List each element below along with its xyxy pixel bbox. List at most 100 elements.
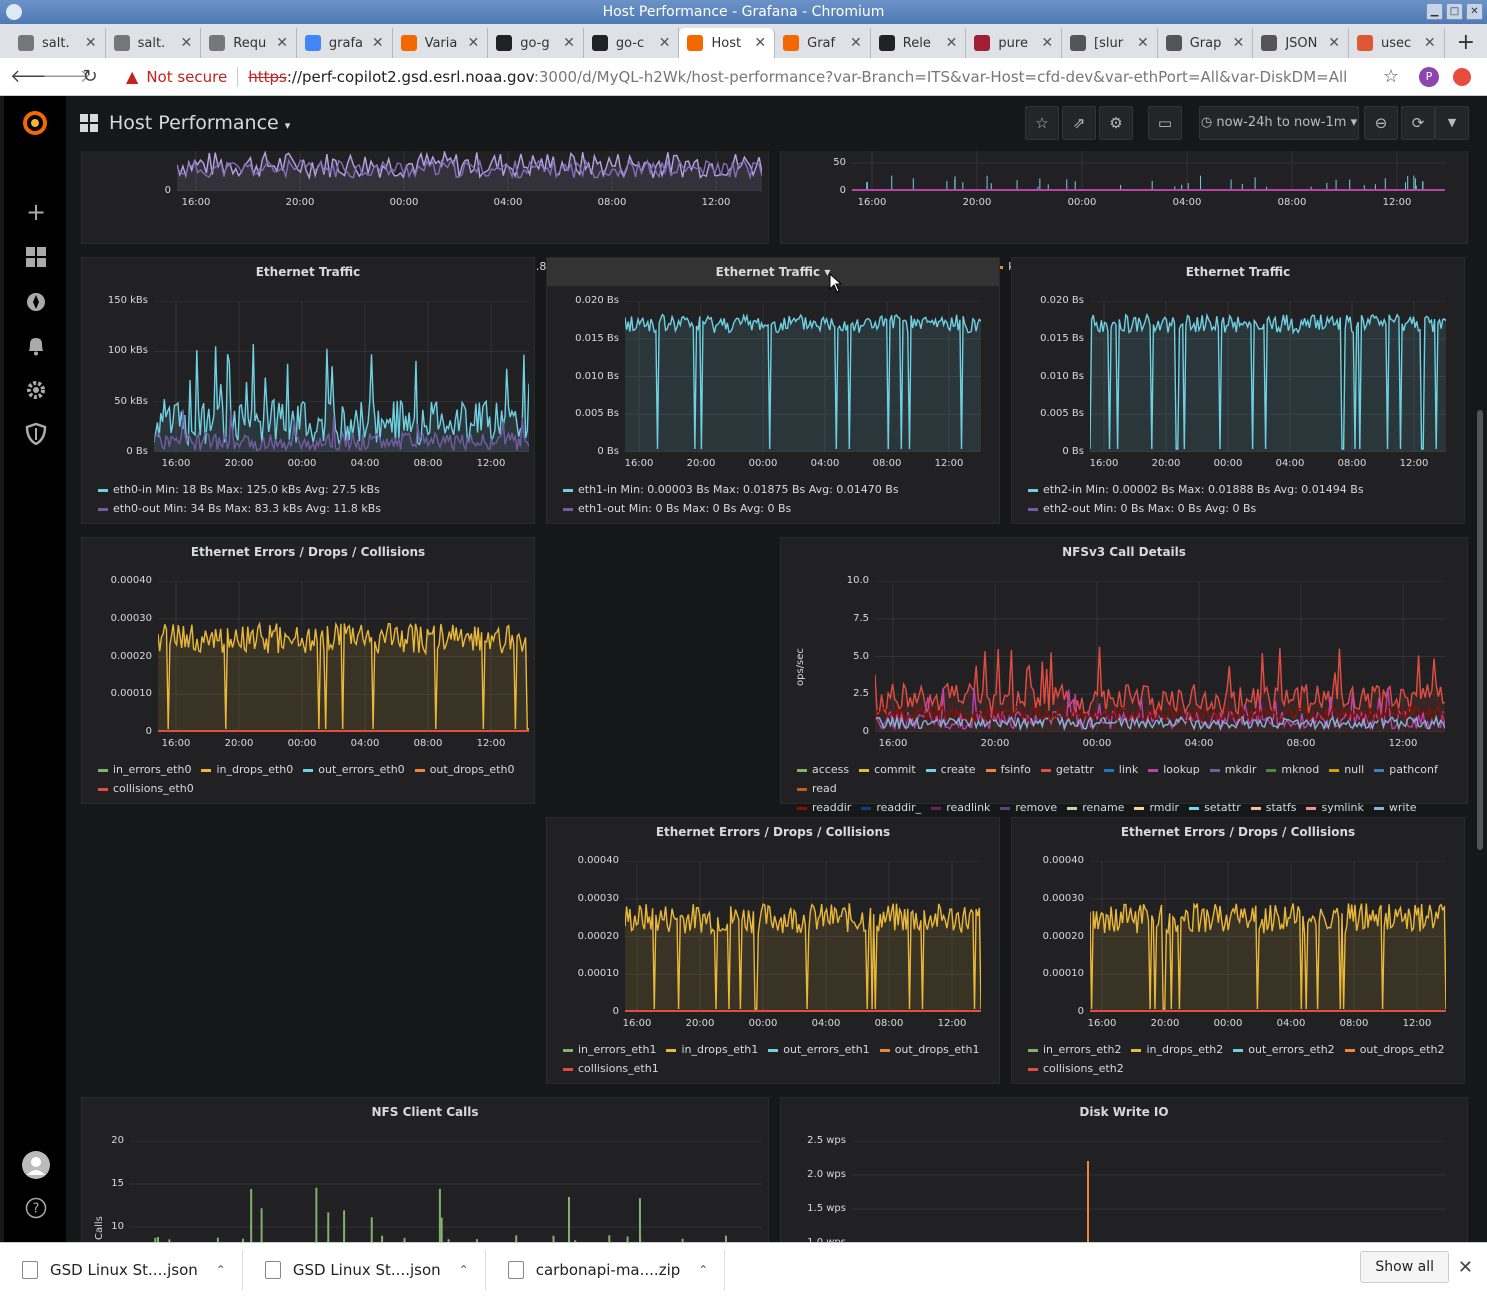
- tab-close-icon[interactable]: ✕: [1041, 35, 1054, 51]
- url-text[interactable]: https://perf-copilot2.gsd.esrl.noaa.gov:…: [248, 68, 1347, 86]
- browser-tab[interactable]: salt. ✕: [10, 28, 106, 58]
- legend-item[interactable]: readdir: [797, 798, 851, 817]
- plot-area[interactable]: [158, 581, 529, 732]
- browser-tab[interactable]: go-c ✕: [584, 28, 680, 58]
- bookmark-star-icon[interactable]: ☆: [1382, 66, 1399, 87]
- legend-item[interactable]: lookup: [1148, 760, 1200, 779]
- alerting-bell-icon[interactable]: [25, 335, 47, 357]
- page-scrollbar[interactable]: [1477, 410, 1483, 850]
- legend-item[interactable]: out_drops_eth0: [414, 760, 514, 779]
- legend-item[interactable]: pathconf: [1374, 760, 1438, 779]
- extension-icon[interactable]: [1453, 67, 1471, 86]
- legend-item[interactable]: eth0-in Min: 18 Bs Max: 125.0 kBs Avg: 2…: [98, 480, 380, 499]
- legend-item[interactable]: remove: [1000, 798, 1057, 817]
- legend-item[interactable]: readdir_: [861, 798, 921, 817]
- graph-panel[interactable]: 50016:0020:0000:0004:0008:0012:00nprocsb…: [780, 136, 1468, 273]
- graph-panel[interactable]: Ethernet Traffic 0.020 Bs 0.015 Bs 0.010 Bs…: [1011, 257, 1465, 524]
- legend-item[interactable]: out_drops_eth1: [879, 1040, 979, 1059]
- tab-close-icon[interactable]: ✕: [945, 35, 958, 51]
- tab-close-icon[interactable]: ✕: [1232, 35, 1245, 51]
- legend-item[interactable]: rename: [1067, 798, 1124, 817]
- download-item[interactable]: carbonapi-ma....zip ⌃: [486, 1249, 726, 1290]
- close-window-button[interactable]: ✕: [1466, 3, 1483, 20]
- legend-item[interactable]: in_drops_eth1: [666, 1040, 758, 1059]
- graph-panel[interactable]: Ethernet Errors / Drops / Collisions 0.00…: [81, 537, 535, 804]
- legend-item[interactable]: read: [797, 779, 837, 798]
- maximize-button[interactable]: □: [1446, 3, 1463, 20]
- graph-panel[interactable]: Ethernet Traffic 150 kBs 100 kBs 50 kBs 0 Bs…: [81, 257, 535, 524]
- legend-item[interactable]: eth2-in Min: 0.00002 Bs Max: 0.01888 Bs …: [1028, 480, 1364, 499]
- legend-item[interactable]: mknod: [1266, 760, 1319, 779]
- legend-item[interactable]: fsinfo: [985, 760, 1031, 779]
- panel-title[interactable]: Ethernet Traffic ▾: [547, 258, 999, 286]
- new-tab-button[interactable]: +: [1456, 30, 1476, 55]
- help-icon[interactable]: ?: [25, 1197, 47, 1219]
- legend-item[interactable]: in_drops_eth2: [1131, 1040, 1223, 1059]
- dashboard-title[interactable]: Host Performance ▾: [109, 112, 290, 134]
- browser-tab[interactable]: salt. ✕: [106, 28, 202, 58]
- download-item[interactable]: GSD Linux St....json ⌃: [243, 1249, 486, 1290]
- grafana-logo-icon[interactable]: [20, 108, 50, 138]
- legend-item[interactable]: rmdir: [1134, 798, 1179, 817]
- browser-tab[interactable]: go-g ✕: [488, 28, 584, 58]
- legend-item[interactable]: collisions_eth1: [563, 1059, 659, 1078]
- download-item[interactable]: GSD Linux St....json ⌃: [0, 1249, 243, 1290]
- refresh-button[interactable]: ⟳: [1401, 106, 1435, 140]
- zoom-out-button[interactable]: ⊖: [1364, 106, 1398, 140]
- browser-tab[interactable]: JSON ✕: [1253, 28, 1349, 58]
- legend-item[interactable]: getattr: [1040, 760, 1094, 779]
- legend-item[interactable]: collisions_eth2: [1028, 1059, 1124, 1078]
- legend-item[interactable]: out_errors_eth1: [768, 1040, 870, 1059]
- dashboards-icon[interactable]: [25, 246, 47, 268]
- share-dashboard-button[interactable]: ⇗: [1062, 106, 1096, 140]
- legend-item[interactable]: collisions_eth0: [98, 779, 194, 798]
- plot-area[interactable]: [852, 1141, 1445, 1242]
- tab-close-icon[interactable]: ✕: [371, 35, 384, 51]
- tab-close-icon[interactable]: ✕: [180, 35, 193, 51]
- panel-title[interactable]: Ethernet Traffic: [1012, 265, 1464, 279]
- browser-tab[interactable]: grafa ✕: [297, 28, 393, 58]
- tab-close-icon[interactable]: ✕: [1423, 35, 1436, 51]
- show-all-downloads-button[interactable]: Show all: [1360, 1251, 1449, 1283]
- tab-close-icon[interactable]: ✕: [1328, 35, 1340, 51]
- plot-area[interactable]: [625, 301, 981, 452]
- panel-title[interactable]: Ethernet Errors / Drops / Collisions: [547, 825, 999, 839]
- panel-title[interactable]: Disk Write IO: [781, 1105, 1467, 1119]
- plot-area[interactable]: [154, 301, 529, 452]
- chevron-up-icon[interactable]: ⌃: [215, 1262, 226, 1277]
- legend-item[interactable]: out_errors_eth0: [303, 760, 405, 779]
- browser-tab[interactable]: Grap ✕: [1158, 28, 1254, 58]
- not-secure-label[interactable]: Not secure: [146, 67, 228, 86]
- browser-tab[interactable]: Graf ✕: [775, 28, 871, 58]
- legend-item[interactable]: in_errors_eth0: [98, 760, 191, 779]
- plot-area[interactable]: [852, 147, 1445, 191]
- panel-title[interactable]: Ethernet Errors / Drops / Collisions: [1012, 825, 1464, 839]
- dashboard-grid-icon[interactable]: [80, 114, 98, 132]
- panel-menu-caret-icon[interactable]: ▾: [820, 265, 831, 279]
- tab-close-icon[interactable]: ✕: [754, 35, 767, 51]
- tab-close-icon[interactable]: ✕: [850, 35, 862, 51]
- browser-tab[interactable]: Rele ✕: [871, 28, 967, 58]
- graph-panel[interactable]: Disk Write IO 2.5 wps 2.0 wps 1.5 wps 1.0 wp…: [780, 1097, 1468, 1242]
- legend-item[interactable]: null: [1329, 760, 1364, 779]
- panel-title[interactable]: NFS Client Calls: [82, 1105, 768, 1119]
- browser-tab[interactable]: Varia ✕: [393, 28, 489, 58]
- chevron-up-icon[interactable]: ⌃: [698, 1262, 709, 1277]
- graph-panel[interactable]: NFSv3 Call Details 10.0 7.5 5.0 2.5 0 16:00 20:…: [780, 537, 1468, 814]
- legend-item[interactable]: eth1-in Min: 0.00003 Bs Max: 0.01875 Bs …: [563, 480, 899, 499]
- create-plus-icon[interactable]: +: [25, 198, 47, 226]
- plot-area[interactable]: [130, 1141, 762, 1242]
- legend-item[interactable]: out_drops_eth2: [1344, 1040, 1444, 1059]
- tab-close-icon[interactable]: ✕: [1136, 35, 1149, 51]
- plot-area[interactable]: [1090, 301, 1446, 452]
- legend-item[interactable]: eth1-out Min: 0 Bs Max: 0 Bs Avg: 0 Bs: [563, 499, 791, 518]
- graph-panel[interactable]: Ethernet Errors / Drops / Collisions 0.00…: [546, 817, 1000, 1084]
- legend-item[interactable]: eth2-out Min: 0 Bs Max: 0 Bs Avg: 0 Bs: [1028, 499, 1256, 518]
- panel-title[interactable]: Ethernet Errors / Drops / Collisions: [82, 545, 534, 559]
- legend-item[interactable]: setattr: [1189, 798, 1241, 817]
- legend-item[interactable]: in_errors_eth1: [563, 1040, 656, 1059]
- graph-panel[interactable]: Ethernet Traffic ▾ 0.020 Bs 0.015 Bs 0.010 …: [546, 257, 1000, 524]
- chevron-up-icon[interactable]: ⌃: [458, 1262, 469, 1277]
- back-button[interactable]: 🡐: [10, 66, 59, 87]
- star-dashboard-button[interactable]: ☆: [1025, 106, 1059, 140]
